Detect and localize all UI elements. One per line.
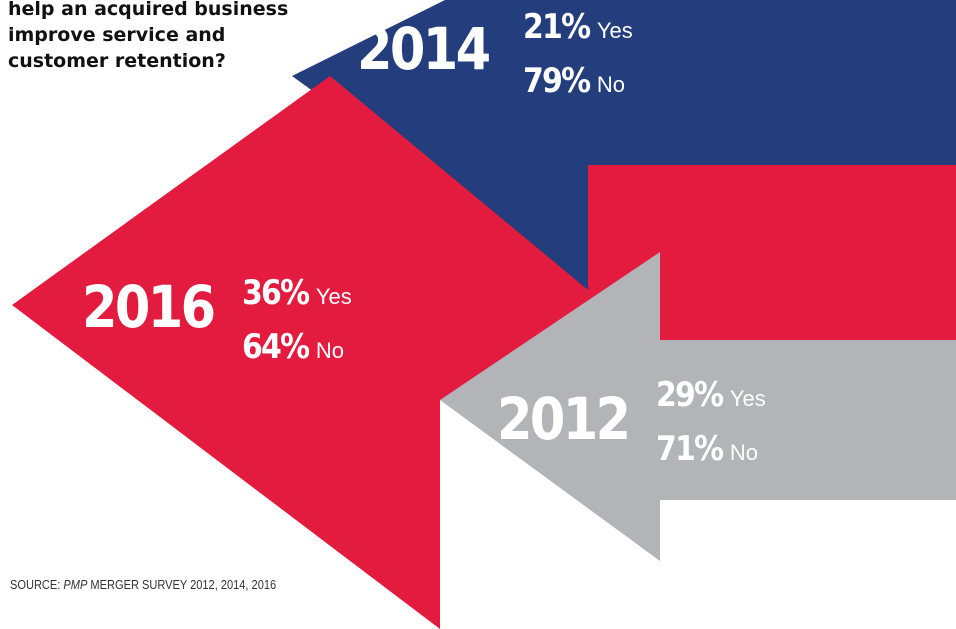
arrow-2016 — [12, 76, 956, 629]
no-label-2014: No — [596, 72, 625, 97]
stat-yes-2016: 36% Yes — [242, 273, 352, 313]
yes-percent-2016: 36% — [242, 273, 310, 313]
no-percent-2012: 71% — [656, 429, 724, 469]
no-percent-2016: 64% — [242, 327, 310, 367]
yes-label-2014: Yes — [596, 18, 633, 43]
no-percent-2014: 79% — [523, 61, 591, 101]
arrow-2012 — [440, 252, 956, 561]
yes-label-2016: Yes — [315, 284, 352, 309]
question-line: customer retention? — [8, 50, 226, 72]
no-label-2016: No — [315, 338, 344, 363]
year-label-2016: 2016 — [82, 273, 216, 341]
stat-yes-2012: 29% Yes — [656, 375, 766, 415]
stat-no-2014: 79% No — [523, 61, 625, 101]
source-prefix: SOURCE: — [10, 577, 64, 592]
question-line: improve service and — [8, 24, 226, 46]
question-line: help an acquired business — [8, 0, 289, 20]
yes-percent-2014: 21% — [523, 7, 591, 47]
stat-no-2016: 64% No — [242, 327, 344, 367]
source-suffix: MERGER SURVEY 2012, 2014, 2016 — [87, 577, 277, 592]
yes-percent-2012: 29% — [656, 375, 724, 415]
stat-no-2012: 71% No — [656, 429, 758, 469]
yes-label-2012: Yes — [729, 386, 766, 411]
year-label-2014: 2014 — [357, 15, 491, 83]
arrow-2014 — [292, 0, 956, 290]
question-text: help an acquired business improve servic… — [8, 0, 308, 74]
source-italic: PMP — [63, 577, 88, 592]
year-label-2012: 2012 — [497, 385, 631, 453]
source-note: SOURCE: PMP MERGER SURVEY 2012, 2014, 20… — [10, 577, 276, 592]
no-label-2012: No — [729, 440, 758, 465]
stat-yes-2014: 21% Yes — [523, 7, 633, 47]
